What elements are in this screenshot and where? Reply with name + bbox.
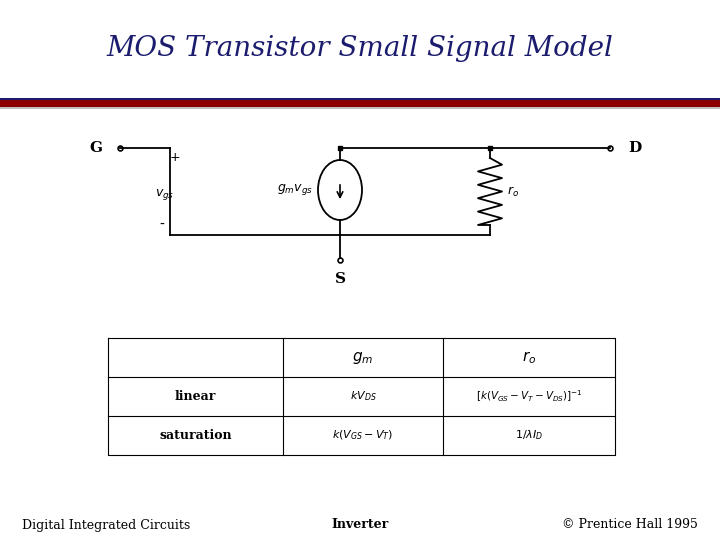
Text: -: - xyxy=(160,218,164,232)
Bar xyxy=(0,98,720,100)
Text: D: D xyxy=(628,141,642,155)
Text: S: S xyxy=(335,272,346,286)
Text: $g_m$: $g_m$ xyxy=(352,349,374,366)
Bar xyxy=(0,100,720,107)
Text: MOS Transistor Small Signal Model: MOS Transistor Small Signal Model xyxy=(107,35,613,62)
Text: $[k(V_{GS}-V_T-V_{DS})]^{-1}$: $[k(V_{GS}-V_T-V_{DS})]^{-1}$ xyxy=(475,389,582,404)
Text: Inverter: Inverter xyxy=(331,518,389,531)
Text: G: G xyxy=(89,141,102,155)
Text: $k(V_{GS}-V_T)$: $k(V_{GS}-V_T)$ xyxy=(333,429,394,442)
Text: $v_{gs}$: $v_{gs}$ xyxy=(155,187,174,202)
Text: © Prentice Hall 1995: © Prentice Hall 1995 xyxy=(562,518,698,531)
Text: $r_o$: $r_o$ xyxy=(507,185,519,199)
Text: $g_m v_{gs}$: $g_m v_{gs}$ xyxy=(277,183,313,198)
Text: linear: linear xyxy=(175,390,216,403)
Text: saturation: saturation xyxy=(159,429,232,442)
Text: $kV_{DS}$: $kV_{DS}$ xyxy=(350,389,377,403)
Text: Digital Integrated Circuits: Digital Integrated Circuits xyxy=(22,518,190,531)
Text: $1/\lambda I_D$: $1/\lambda I_D$ xyxy=(515,429,543,442)
Text: +: + xyxy=(170,151,180,164)
Text: $r_o$: $r_o$ xyxy=(522,349,536,366)
Bar xyxy=(0,107,720,109)
